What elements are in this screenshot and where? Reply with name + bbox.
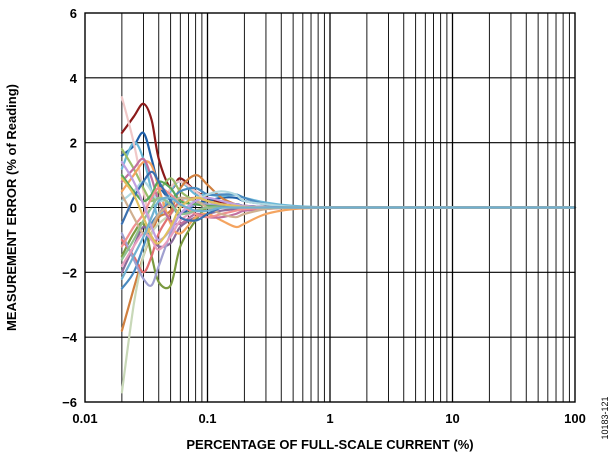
plot-frame: [84, 12, 576, 403]
x-tick-label: 1: [326, 411, 333, 426]
series-line-7: [120, 205, 577, 290]
y-tick-label: 0: [70, 201, 77, 216]
x-tick-label: 100: [564, 411, 586, 426]
y-tick-label: 6: [70, 6, 77, 21]
series-line-1: [120, 102, 577, 209]
series-line-24: [120, 196, 577, 280]
x-tick-label: 0.1: [198, 411, 216, 426]
x-axis-title: PERCENTAGE OF FULL-SCALE CURRENT (%): [186, 437, 473, 452]
tick-labels: −6 −4 −2 0 2 4 6 0.01 0.1 1 10 100: [62, 6, 586, 426]
y-tick-label: 4: [70, 71, 78, 86]
x-tick-label: 10: [445, 411, 459, 426]
series-line-2: [120, 131, 577, 216]
y-tick-label: −6: [62, 395, 77, 410]
series-line-14: [120, 202, 577, 287]
figure-id: 10183-121: [600, 396, 610, 439]
x-tick-label: 0.01: [72, 411, 97, 426]
series-lines: [120, 96, 577, 394]
series-line-17: [120, 174, 577, 209]
y-axis-title: MEASUREMENT ERROR (% of Reading): [4, 84, 19, 331]
series-line-6: [120, 202, 577, 394]
y-tick-label: −2: [62, 265, 77, 280]
y-tick-label: −4: [62, 330, 78, 345]
y-tick-label: 2: [70, 136, 77, 151]
